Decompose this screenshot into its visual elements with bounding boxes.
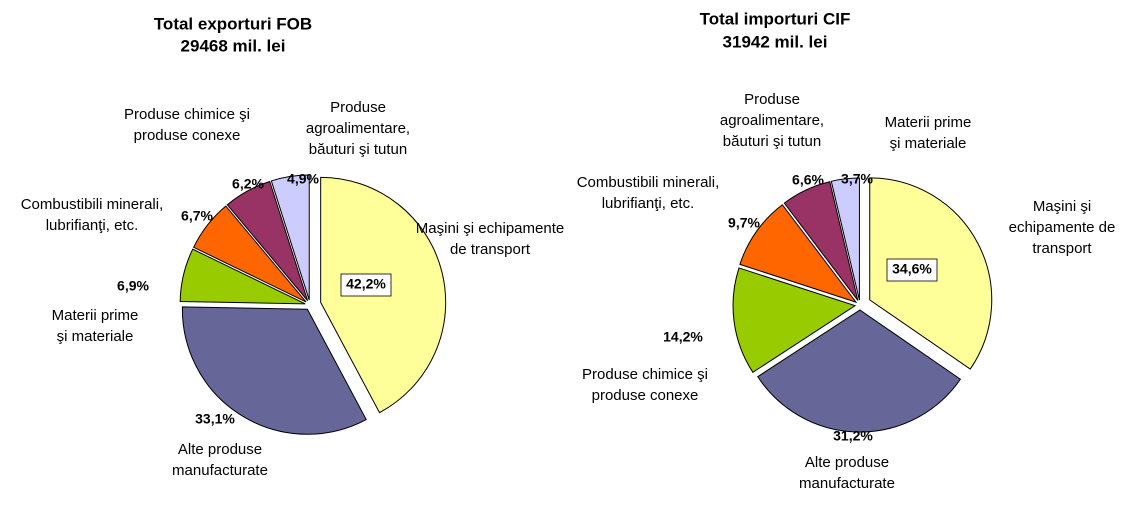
- category-label: Alte produse: [178, 441, 262, 458]
- value-label-box: [340, 273, 392, 297]
- category-label: manufacturate: [172, 462, 268, 479]
- value-label: 6,7%: [181, 208, 213, 224]
- category-label: Alte produse: [805, 454, 889, 471]
- pie-slice: [830, 177, 860, 301]
- pie-slice: [732, 267, 857, 374]
- pie-slice: [757, 309, 962, 433]
- category-label: lubrifianţi, etc.: [46, 217, 139, 234]
- pie-slice: [226, 180, 309, 301]
- chart-title: 29468 mil. lei: [181, 36, 286, 55]
- category-label: Maşini şi: [1033, 198, 1091, 215]
- chart-title: Total exporturi FOB: [154, 14, 312, 33]
- category-label: Produse: [744, 91, 800, 108]
- category-label: băuturi şi tutun: [723, 133, 821, 150]
- value-label-box: [886, 258, 938, 282]
- pie-slice: [270, 174, 310, 301]
- category-label: lubrifianţi, etc.: [602, 195, 695, 212]
- pie-slice: [783, 181, 859, 301]
- category-label: Materii prime: [885, 114, 972, 131]
- value-label: 42,2%: [346, 276, 386, 292]
- value-label: 31,2%: [833, 428, 873, 444]
- category-label: agroalimentare,: [306, 120, 410, 137]
- category-label: şi materiale: [57, 328, 134, 345]
- value-label: 9,7%: [728, 215, 760, 231]
- value-label: 3,7%: [841, 171, 873, 187]
- chart-title: 31942 mil. lei: [723, 32, 828, 51]
- category-label: produse conexe: [592, 387, 699, 404]
- value-label: 6,2%: [232, 176, 264, 192]
- pie-slice: [179, 248, 306, 305]
- category-label: Produse chimice şi: [582, 366, 708, 383]
- value-label: 6,6%: [792, 172, 824, 188]
- category-label: Combustibili minerali,: [21, 196, 164, 213]
- category-label: manufacturate: [799, 475, 895, 492]
- value-label: 6,9%: [117, 278, 149, 294]
- pie-slice: [192, 205, 307, 303]
- category-label: transport: [1032, 240, 1092, 257]
- value-label: 34,6%: [892, 261, 932, 277]
- chart-title: Total importuri CIF: [700, 9, 851, 28]
- category-label: de transport: [450, 241, 531, 258]
- pie-slice: [739, 204, 858, 304]
- category-label: Combustibili minerali,: [577, 174, 720, 191]
- category-label: Materii prime: [52, 307, 139, 324]
- category-label: agroalimentare,: [720, 112, 824, 129]
- value-label: 33,1%: [195, 411, 235, 427]
- category-label: Produse: [330, 99, 386, 116]
- category-label: Maşini şi echipamente: [416, 220, 564, 237]
- value-label: 4,9%: [287, 171, 319, 187]
- category-label: şi materiale: [890, 135, 967, 152]
- value-label: 14,2%: [663, 329, 703, 345]
- category-label: Produse chimice şi: [124, 106, 250, 123]
- category-label: echipamente de: [1009, 219, 1116, 236]
- category-label: produse conexe: [134, 127, 241, 144]
- category-label: băuturi şi tutun: [309, 141, 407, 158]
- pie-slice: [181, 306, 367, 435]
